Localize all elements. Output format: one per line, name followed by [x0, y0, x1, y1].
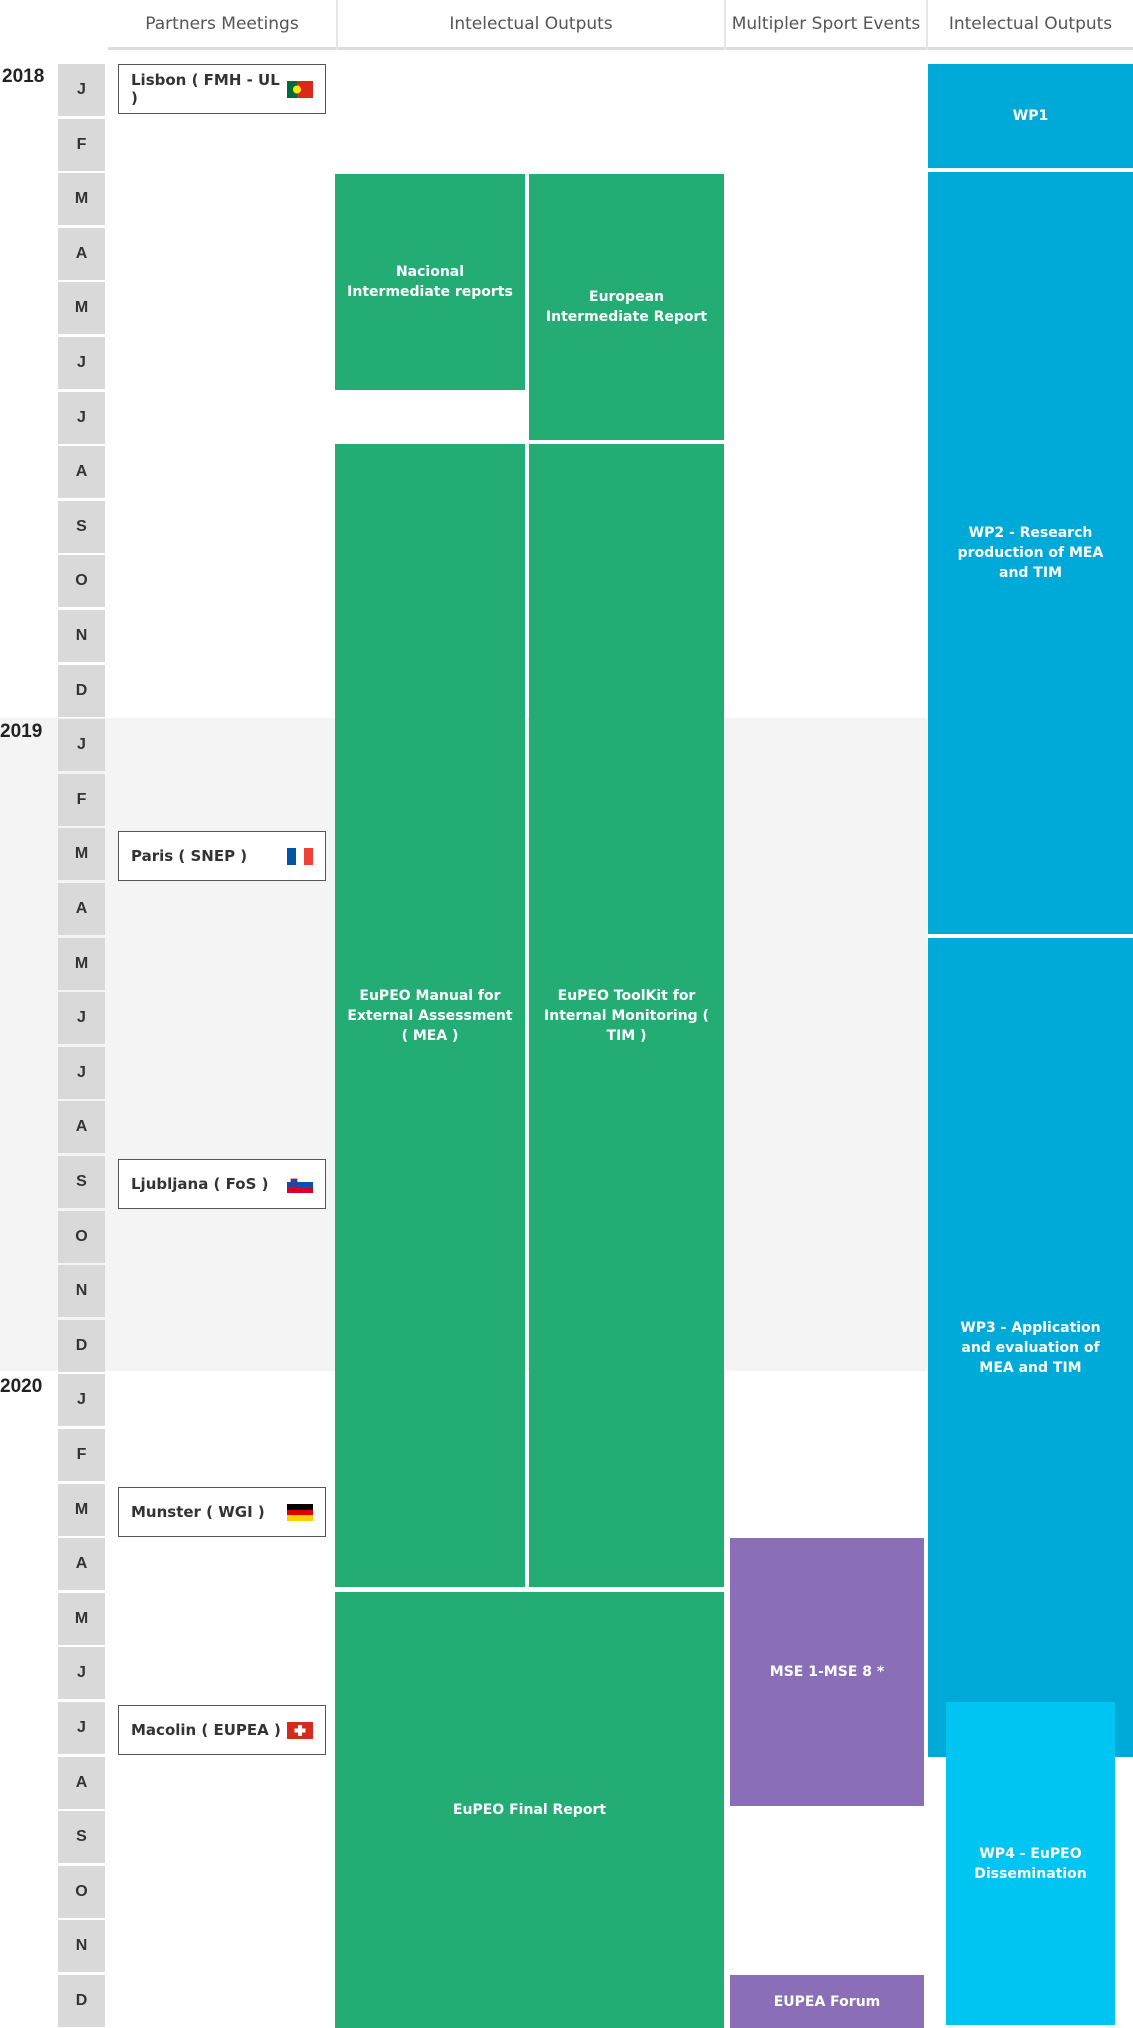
month-cell: O — [58, 1211, 105, 1263]
germany-flag-icon — [287, 1503, 313, 1521]
month-cell: D — [58, 1975, 105, 2027]
month-cell: O — [58, 1866, 105, 1918]
meeting-lisbon: Lisbon ( FMH - UL ) — [118, 64, 326, 114]
wp2-research: WP2 - Research production of MEA and TIM — [928, 172, 1133, 934]
meeting-label: Paris ( SNEP ) — [131, 847, 248, 865]
year-label-2019: 2019 — [0, 721, 43, 742]
meeting-ljubljana: Ljubljana ( FoS ) — [118, 1159, 326, 1209]
month-cell: A — [58, 228, 105, 280]
month-cell: J — [58, 337, 105, 389]
header-divider — [926, 0, 928, 50]
month-cell: J — [58, 392, 105, 444]
month-cell: S — [58, 1811, 105, 1863]
meeting-label: Lisbon ( FMH - UL ) — [131, 71, 280, 107]
month-cell: F — [58, 774, 105, 826]
meeting-paris: Paris ( SNEP ) — [118, 831, 326, 881]
year-label-2018: 2018 — [2, 66, 45, 87]
month-cell: A — [58, 1538, 105, 1590]
header-intellectual-outputs-wp: Intelectual Outputs — [928, 0, 1133, 50]
national-intermediate-reports: Nacional Intermediate reports — [335, 174, 525, 390]
header-intellectual-outputs: Intelectual Outputs — [338, 0, 724, 50]
header-divider — [724, 0, 726, 50]
wp4-dissemination: WP4 - EuPEO Dissemination — [946, 1702, 1115, 2025]
month-cell: N — [58, 1920, 105, 1972]
header-partners-meetings: Partners Meetings — [108, 0, 336, 50]
wp3-application: WP3 - Application and evaluation of MEA … — [928, 938, 1133, 1757]
month-cell: F — [58, 119, 105, 171]
month-cell: M — [58, 938, 105, 990]
header-divider — [336, 0, 338, 50]
mse-events: MSE 1-MSE 8 * — [730, 1538, 924, 1806]
month-cell: F — [58, 1429, 105, 1481]
year-label-2020: 2020 — [0, 1376, 43, 1397]
month-cell: N — [58, 610, 105, 662]
month-cell: J — [58, 992, 105, 1044]
month-cell: M — [58, 1484, 105, 1536]
month-cell: A — [58, 883, 105, 935]
eupeo-final-report: EuPEO Final Report — [335, 1592, 724, 2028]
month-cell: N — [58, 1265, 105, 1317]
header-multiplier-sport-events: Multipler Sport Events — [726, 0, 926, 50]
month-cell: M — [58, 828, 105, 880]
switzerland-flag-icon — [287, 1721, 313, 1739]
european-intermediate-report: European Intermediate Report — [529, 174, 724, 440]
month-cell: M — [58, 282, 105, 334]
meeting-label: Macolin ( EUPEA ) — [131, 1721, 281, 1739]
month-cell: J — [58, 1374, 105, 1426]
portugal-flag-icon — [287, 80, 313, 98]
month-cell: J — [58, 64, 105, 116]
wp1: WP1 — [928, 64, 1133, 168]
month-cell: A — [58, 446, 105, 498]
month-cell: J — [58, 719, 105, 771]
eupeo-toolkit-tim: EuPEO ToolKit for Internal Monitoring ( … — [529, 444, 724, 1587]
month-cell: O — [58, 555, 105, 607]
france-flag-icon — [287, 847, 313, 865]
month-cell: A — [58, 1101, 105, 1153]
slovenia-flag-icon — [287, 1175, 313, 1193]
meeting-label: Ljubljana ( FoS ) — [131, 1175, 269, 1193]
eupea-forum: EUPEA Forum — [730, 1975, 924, 2028]
meeting-munster: Munster ( WGI ) — [118, 1487, 326, 1537]
month-cell: J — [58, 1647, 105, 1699]
month-cell: D — [58, 665, 105, 717]
month-cell: S — [58, 1156, 105, 1208]
month-cell: S — [58, 501, 105, 553]
month-cell: J — [58, 1047, 105, 1099]
month-cell: A — [58, 1757, 105, 1809]
meeting-macolin: Macolin ( EUPEA ) — [118, 1705, 326, 1755]
meeting-label: Munster ( WGI ) — [131, 1503, 265, 1521]
month-cell: M — [58, 173, 105, 225]
month-cell: D — [58, 1320, 105, 1372]
eupeo-manual-mea: EuPEO Manual for External Assessment ( M… — [335, 444, 525, 1587]
month-cell: J — [58, 1702, 105, 1754]
month-cell: M — [58, 1593, 105, 1645]
